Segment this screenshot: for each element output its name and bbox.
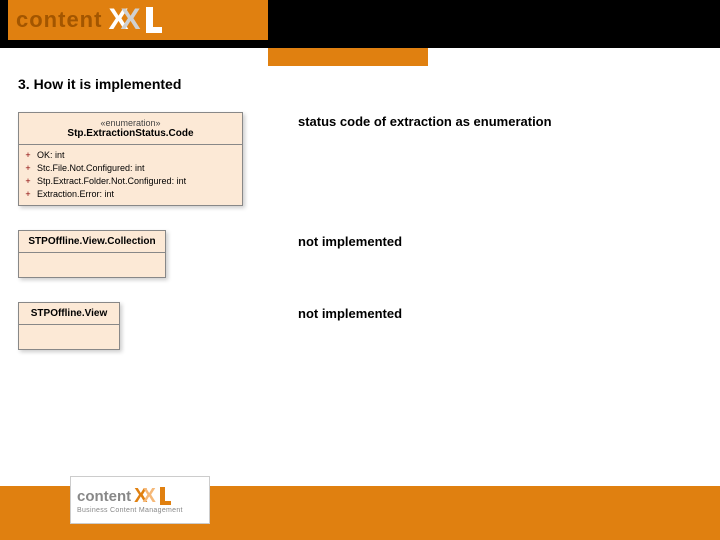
uml-class-name: STPOffline.View.Collection xyxy=(27,236,157,247)
plus-icon: + xyxy=(23,162,33,175)
uml-body: + OK: int + Stc.File.Not.Configured: int +… xyxy=(19,145,242,205)
footer-logo: content XX Business Content Management xyxy=(70,476,210,524)
plus-icon: + xyxy=(23,188,33,201)
uml-class-box: STPOffline.View.Collection xyxy=(18,230,166,278)
uml-class-box: STPOffline.View xyxy=(18,302,120,350)
content-row: «enumeration» Stp.ExtractionStatus.Code … xyxy=(18,112,702,206)
uml-header: STPOffline.View xyxy=(19,303,119,325)
row-annotation: not implemented xyxy=(298,234,402,249)
attr-text: Extraction.Error: int xyxy=(37,188,114,201)
slide-content: 3. How it is implemented «enumeration» S… xyxy=(0,48,720,350)
plus-icon: + xyxy=(23,175,33,188)
row-annotation: status code of extraction as enumeration xyxy=(298,114,552,129)
attr-text: Stp.Extract.Folder.Not.Configured: int xyxy=(37,175,186,188)
row-annotation: not implemented xyxy=(298,306,402,321)
footer-tagline: Business Content Management xyxy=(77,507,183,514)
uml-header: STPOffline.View.Collection xyxy=(19,231,165,253)
logo-xxl-icon: XX xyxy=(108,5,153,35)
logo-text: content xyxy=(16,7,102,33)
content-row: STPOffline.View.Collection not implement… xyxy=(18,230,702,278)
uml-stereotype: «enumeration» xyxy=(27,118,234,128)
footer-logo-text: content xyxy=(77,488,131,505)
attr-text: OK: int xyxy=(37,149,65,162)
header-notch xyxy=(268,48,428,66)
uml-attribute: + Extraction.Error: int xyxy=(23,188,236,201)
content-row: STPOffline.View not implemented xyxy=(18,302,702,350)
uml-attribute: + OK: int xyxy=(23,149,236,162)
uml-header: «enumeration» Stp.ExtractionStatus.Code xyxy=(19,113,242,145)
uml-body xyxy=(19,325,119,349)
footer-xxl-icon: XX xyxy=(134,486,165,506)
uml-attribute: + Stc.File.Not.Configured: int xyxy=(23,162,236,175)
uml-body xyxy=(19,253,165,277)
slide-header: content XX xyxy=(0,0,720,48)
uml-enumeration-box: «enumeration» Stp.ExtractionStatus.Code … xyxy=(18,112,243,206)
plus-icon: + xyxy=(23,149,33,162)
footer-logo-row: content XX xyxy=(77,486,165,506)
header-logo: content XX xyxy=(8,0,268,40)
uml-class-name: STPOffline.View xyxy=(27,308,111,319)
uml-class-name: Stp.ExtractionStatus.Code xyxy=(27,128,234,139)
attr-text: Stc.File.Not.Configured: int xyxy=(37,162,145,175)
uml-attribute: + Stp.Extract.Folder.Not.Configured: int xyxy=(23,175,236,188)
section-title: 3. How it is implemented xyxy=(18,76,702,92)
